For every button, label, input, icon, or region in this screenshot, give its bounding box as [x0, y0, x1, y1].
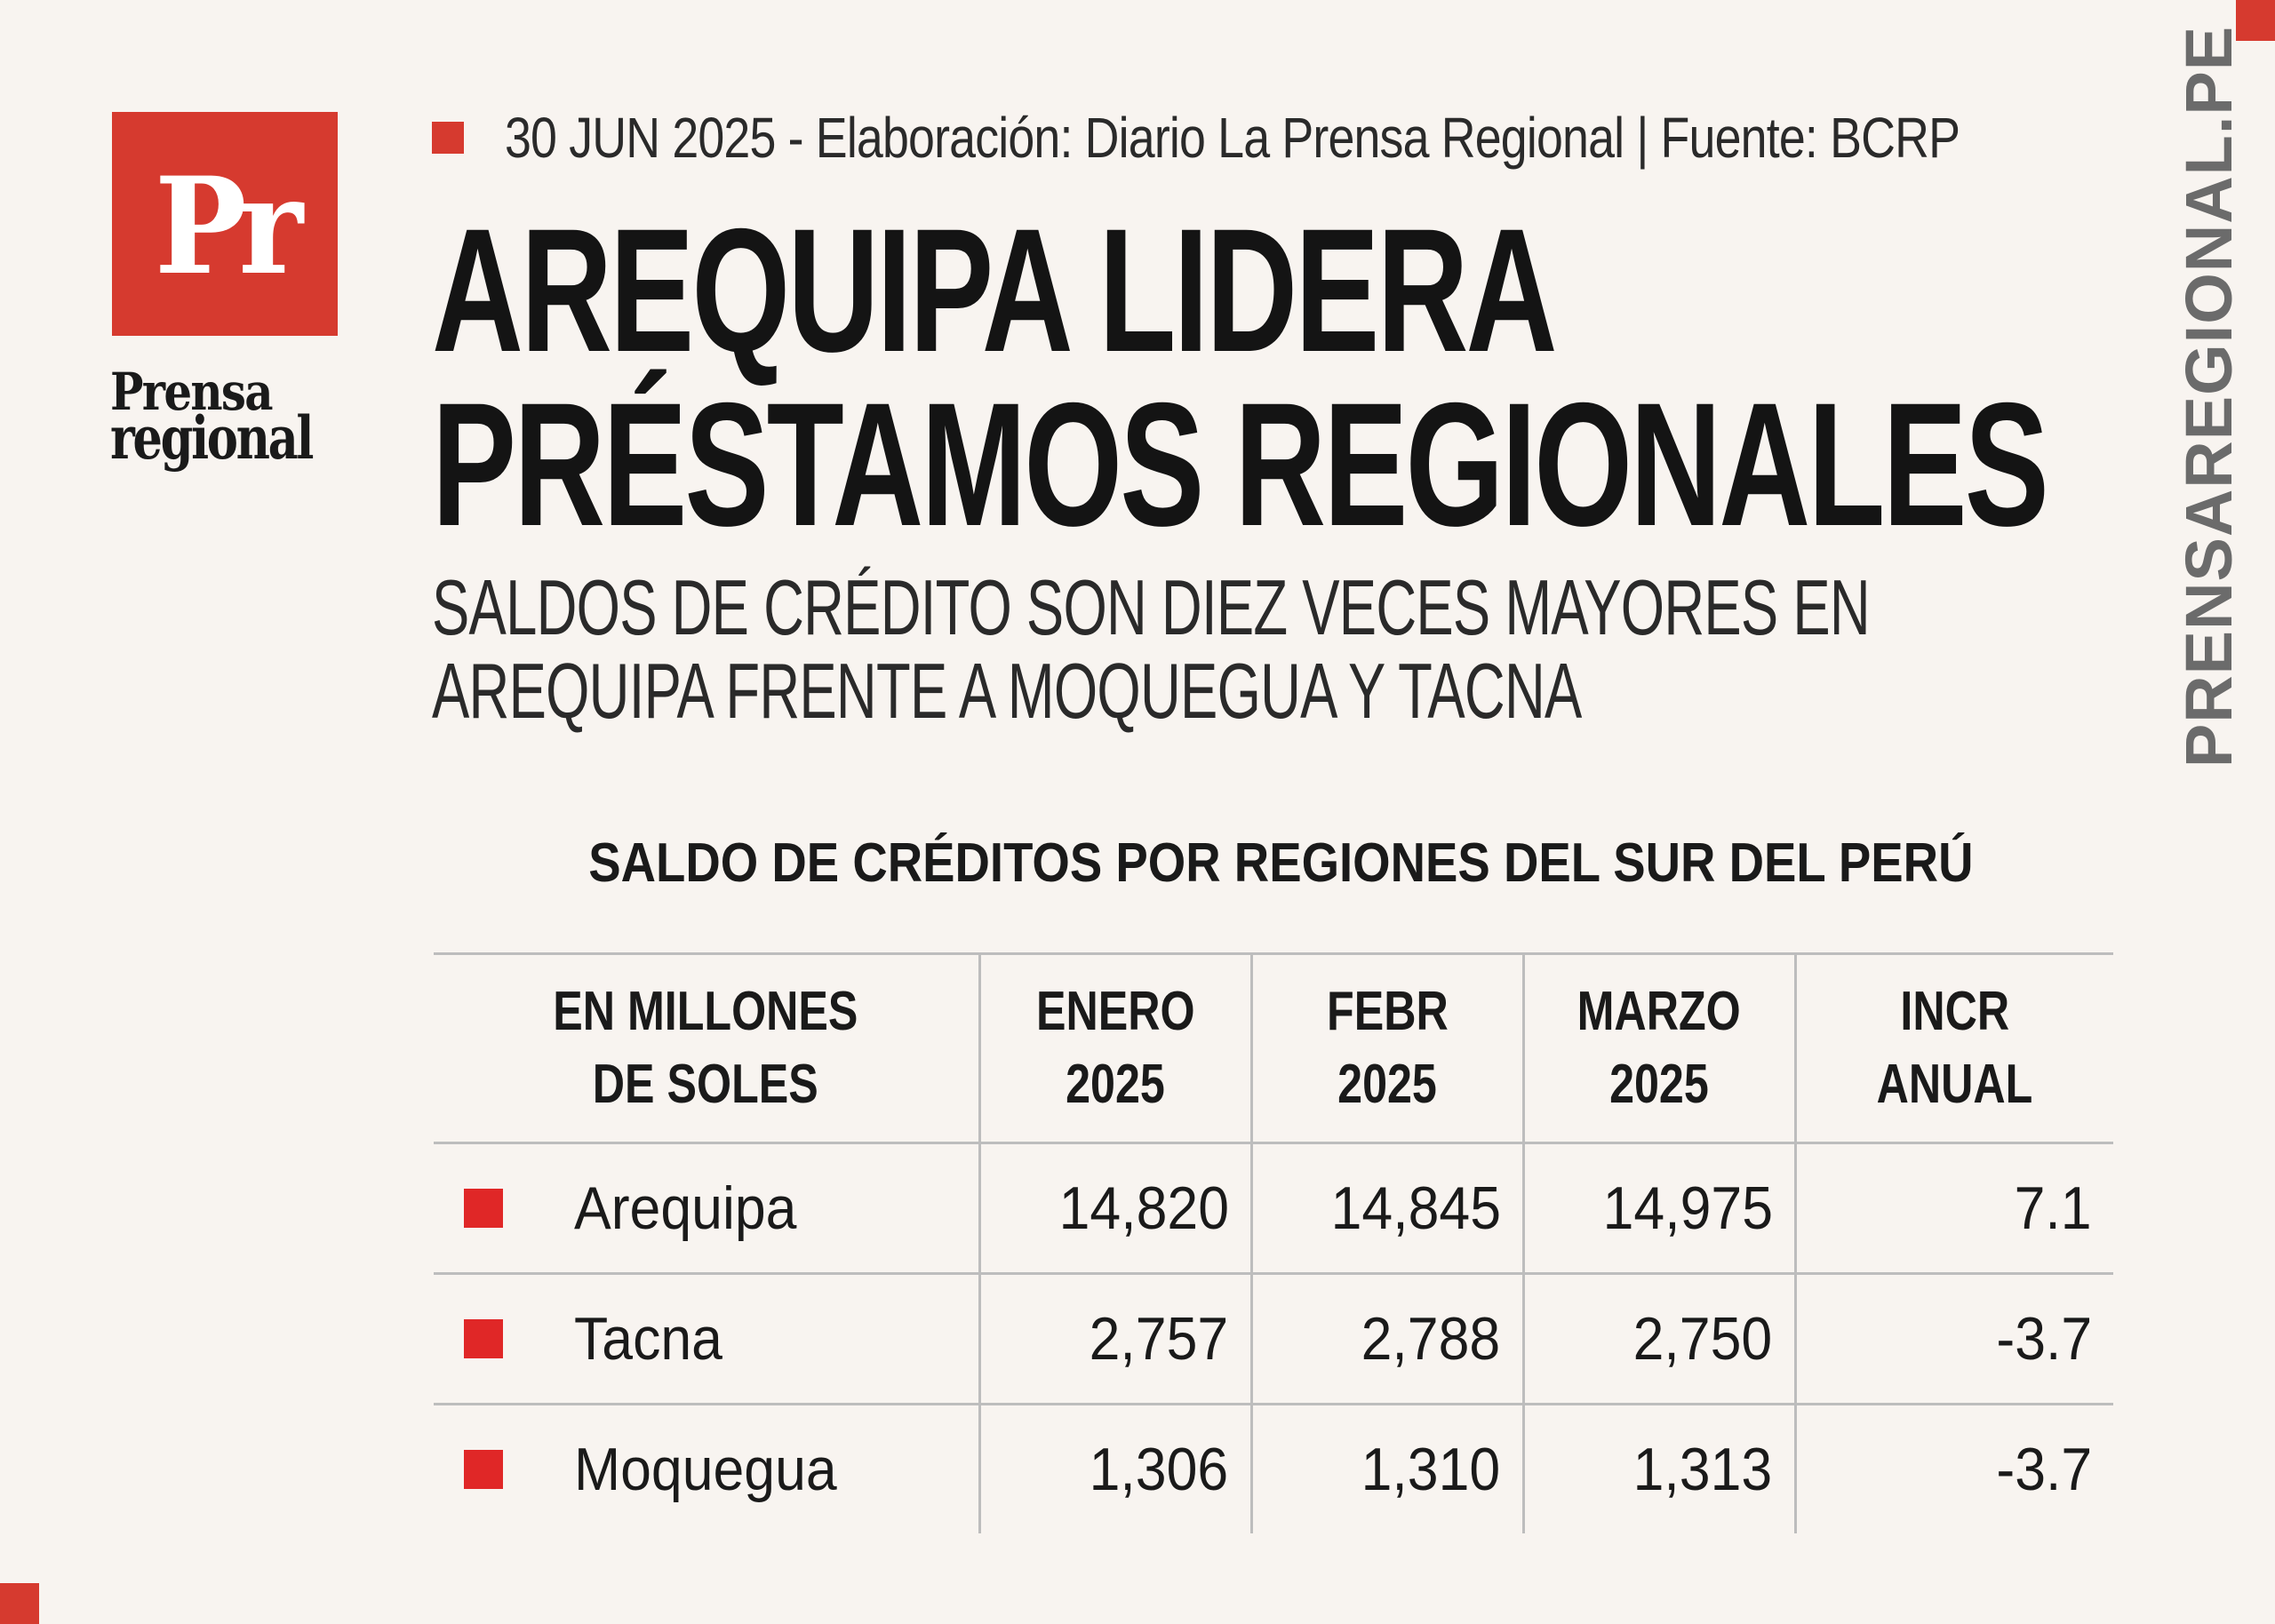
brand-logo[interactable]: Pr [112, 112, 338, 336]
meta-text: 30 JUN 2025 - Elaboración: Diario La Pre… [505, 106, 1960, 170]
site-url-vertical: PRENSAREGIONAL.PE [2168, 25, 2250, 767]
column-header-febr: FEBR 2025 [1249, 952, 1523, 1144]
value-incr: -3.7 [1793, 1273, 2113, 1405]
value-incr: 7.1 [1793, 1142, 2113, 1275]
headline-line1: AREQUIPA LIDERA [432, 192, 1558, 388]
subtitle-line2: AREQUIPA FRENTE A MOQUEGUA Y TACNA [432, 647, 1582, 735]
region-cell: Moquegua [434, 1405, 979, 1534]
value-incr: -3.7 [1793, 1404, 2113, 1533]
red-bullet-icon [464, 1450, 503, 1489]
value-enero: 2,757 [978, 1273, 1251, 1405]
value-enero: 14,820 [978, 1142, 1251, 1275]
value-marzo: 14,975 [1521, 1142, 1795, 1275]
credit-table: EN MILLONES DE SOLES ENERO 2025 FEBR 2025 M… [434, 952, 2113, 1533]
red-bullet-icon [464, 1189, 503, 1228]
headline-line2: PRÉSTAMOS REGIONALES [432, 366, 2049, 562]
subtitle-line1: SALDOS DE CRÉDITO SON DIEZ VECES MAYORES… [432, 563, 1871, 651]
brand-wordmark: Prensa regional [110, 362, 350, 473]
value-marzo: 1,313 [1521, 1404, 1795, 1533]
red-square-marker [432, 122, 464, 154]
column-header-enero: ENERO 2025 [978, 952, 1251, 1144]
corner-accent-top-right [2236, 0, 2275, 41]
table-row: Tacna 2,757 2,788 2,750 -3.7 [434, 1273, 2113, 1405]
column-header-units: EN MILLONES DE SOLES [434, 952, 979, 1144]
table-header-row: EN MILLONES DE SOLES ENERO 2025 FEBR 2025 M… [434, 952, 2113, 1144]
region-cell: Arequipa [434, 1142, 979, 1275]
column-header-marzo: MARZO 2025 [1521, 952, 1795, 1144]
value-febr: 2,788 [1249, 1273, 1523, 1405]
subtitle: SALDOS DE CRÉDITO SON DIEZ VECES MAYORES… [432, 563, 1871, 736]
red-bullet-icon [464, 1319, 503, 1358]
table-title: SALDO DE CRÉDITOS POR REGIONES DEL SUR D… [432, 832, 2129, 895]
table-row: Moquegua 1,306 1,310 1,313 -3.7 [434, 1404, 2113, 1534]
region-cell: Tacna [434, 1273, 979, 1405]
date-source-line: 30 JUN 2025 - Elaboración: Diario La Pre… [432, 105, 2237, 171]
headline: AREQUIPA LIDERA PRÉSTAMOS REGIONALES [432, 192, 2049, 562]
table-row: Arequipa 14,820 14,845 14,975 7.1 [434, 1142, 2113, 1275]
corner-accent-bottom-left [0, 1583, 39, 1624]
value-febr: 1,310 [1249, 1404, 1523, 1533]
table-title-text: SALDO DE CRÉDITOS POR REGIONES DEL SUR D… [587, 832, 1974, 894]
logo-mark: Pr [154, 148, 303, 305]
value-febr: 14,845 [1249, 1142, 1523, 1275]
wordmark-line2: regional [110, 402, 314, 473]
value-marzo: 2,750 [1521, 1273, 1795, 1405]
column-header-incr: INCR ANUAL [1793, 952, 2113, 1144]
value-enero: 1,306 [978, 1404, 1251, 1533]
site-url-text: PRENSAREGIONAL.PE [2172, 25, 2247, 768]
wordmark-line1: Prensa [110, 362, 274, 422]
